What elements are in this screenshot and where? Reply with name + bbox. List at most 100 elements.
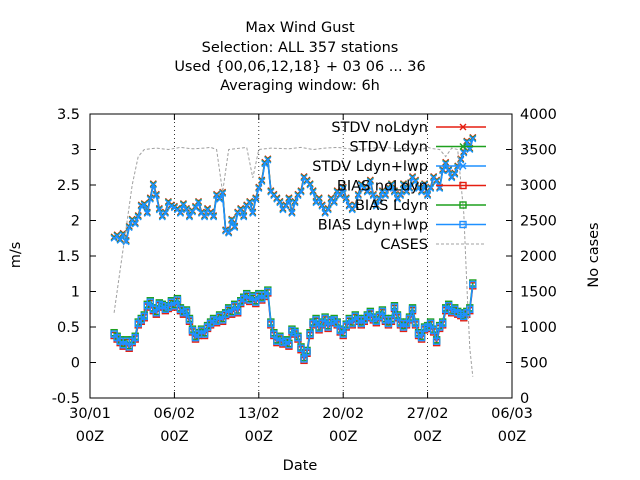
y-axis-label: m/s xyxy=(8,242,24,269)
data-point xyxy=(412,177,420,185)
series-cases xyxy=(113,146,474,377)
y-tick-label: 1 xyxy=(71,285,80,301)
data-point xyxy=(176,209,184,217)
y2-axis-label: No cases xyxy=(586,222,602,287)
data-point xyxy=(182,307,191,316)
data-point xyxy=(439,167,447,175)
data-point xyxy=(418,188,426,196)
legend-entry: BIAS Ldyn+lwp xyxy=(318,218,486,234)
y2-tick-label: 1500 xyxy=(520,285,557,301)
data-point xyxy=(267,319,275,328)
x-tick-date: 20/02 xyxy=(322,406,364,422)
legend-entry: STDV noLdyn xyxy=(331,120,486,136)
data-point xyxy=(192,204,199,212)
y-tick-label: 2 xyxy=(71,214,80,230)
data-point xyxy=(396,192,404,200)
data-point xyxy=(351,202,359,210)
data-point xyxy=(231,224,239,232)
data-point xyxy=(131,220,139,228)
y2-tick-label: 1000 xyxy=(520,320,557,336)
title-line-4: Averaging window: 6h xyxy=(220,78,380,94)
y-tick-label: 3 xyxy=(71,143,80,159)
legend-entry: CASES xyxy=(380,237,486,253)
data-point xyxy=(333,319,341,328)
data-point xyxy=(354,192,362,200)
y-tick-label: 0 xyxy=(71,356,80,372)
data-point xyxy=(264,287,272,296)
data-point xyxy=(125,224,133,232)
data-point xyxy=(469,135,477,143)
legend-marker xyxy=(459,220,467,229)
data-point xyxy=(393,312,402,321)
data-point xyxy=(466,305,474,313)
data-point xyxy=(405,314,414,323)
legend-marker xyxy=(459,181,467,190)
data-point xyxy=(436,185,444,193)
data-point xyxy=(134,213,142,221)
data-point xyxy=(411,319,420,328)
data-point xyxy=(201,213,209,221)
data-point xyxy=(185,213,193,221)
data-point xyxy=(421,181,429,189)
legend: STDV noLdyn STDV Ldyn STDV Ldyn+lwp BIAS no… xyxy=(312,120,486,253)
legend-entry: STDV Ldyn xyxy=(349,140,486,156)
data-point xyxy=(188,208,196,216)
legend-marker xyxy=(459,162,467,170)
legend-label: STDV Ldyn+lwp xyxy=(312,159,428,175)
y-tick-label: -0.5 xyxy=(52,391,80,407)
data-point xyxy=(466,146,474,153)
y2-tick-label: 4000 xyxy=(520,107,557,123)
data-point xyxy=(387,181,395,189)
data-point xyxy=(288,209,296,217)
data-point xyxy=(219,190,227,198)
data-point xyxy=(216,195,224,203)
series-bias-ldyn xyxy=(110,279,477,362)
data-point xyxy=(315,195,323,203)
data-point xyxy=(294,333,302,342)
axes xyxy=(89,113,513,399)
y2-tick-label: 3500 xyxy=(520,143,557,159)
data-point xyxy=(390,188,398,196)
data-point xyxy=(432,337,441,345)
y-tick-label: 1.5 xyxy=(57,249,80,265)
data-point xyxy=(152,309,161,317)
data-point xyxy=(140,201,148,209)
data-point xyxy=(182,206,190,214)
legend-marker xyxy=(459,123,467,131)
data-point xyxy=(149,181,157,189)
data-point xyxy=(342,195,350,203)
data-point xyxy=(146,195,154,203)
x-tick-hour: 00Z xyxy=(413,429,441,445)
data-point xyxy=(113,232,121,240)
data-point xyxy=(210,213,218,221)
data-point xyxy=(258,177,266,185)
plot-area xyxy=(110,133,477,377)
data-point xyxy=(309,188,317,196)
x-tick-date: 30/01 xyxy=(69,406,111,422)
y-tick-label: 2.5 xyxy=(57,178,80,194)
data-point xyxy=(460,149,468,157)
x-tick-hour: 00Z xyxy=(245,429,273,445)
data-point xyxy=(406,185,414,193)
data-point xyxy=(427,185,435,193)
x-tick-hour: 00Z xyxy=(498,429,526,445)
y2-tick-label: 2500 xyxy=(520,214,557,230)
y-tick-label: 0.5 xyxy=(57,320,80,336)
data-point xyxy=(318,202,326,210)
data-point xyxy=(252,195,260,203)
y2-tick-label: 3000 xyxy=(520,178,557,194)
data-point xyxy=(249,209,257,217)
data-point xyxy=(306,330,314,338)
series-line xyxy=(113,146,474,377)
data-point xyxy=(424,192,432,200)
legend-entry: STDV Ldyn+lwp xyxy=(312,159,486,175)
data-point xyxy=(285,195,293,203)
data-point xyxy=(143,209,151,217)
data-point xyxy=(255,185,263,193)
chart-title: Max Wind Gust Selection: ALL 357 station… xyxy=(174,20,425,94)
data-point xyxy=(179,201,187,209)
title-line-1: Max Wind Gust xyxy=(245,20,355,36)
x-tick-date: 27/02 xyxy=(407,406,449,422)
y-tick-label: 3.5 xyxy=(57,107,80,123)
y2-tick-label: 2000 xyxy=(520,249,557,265)
